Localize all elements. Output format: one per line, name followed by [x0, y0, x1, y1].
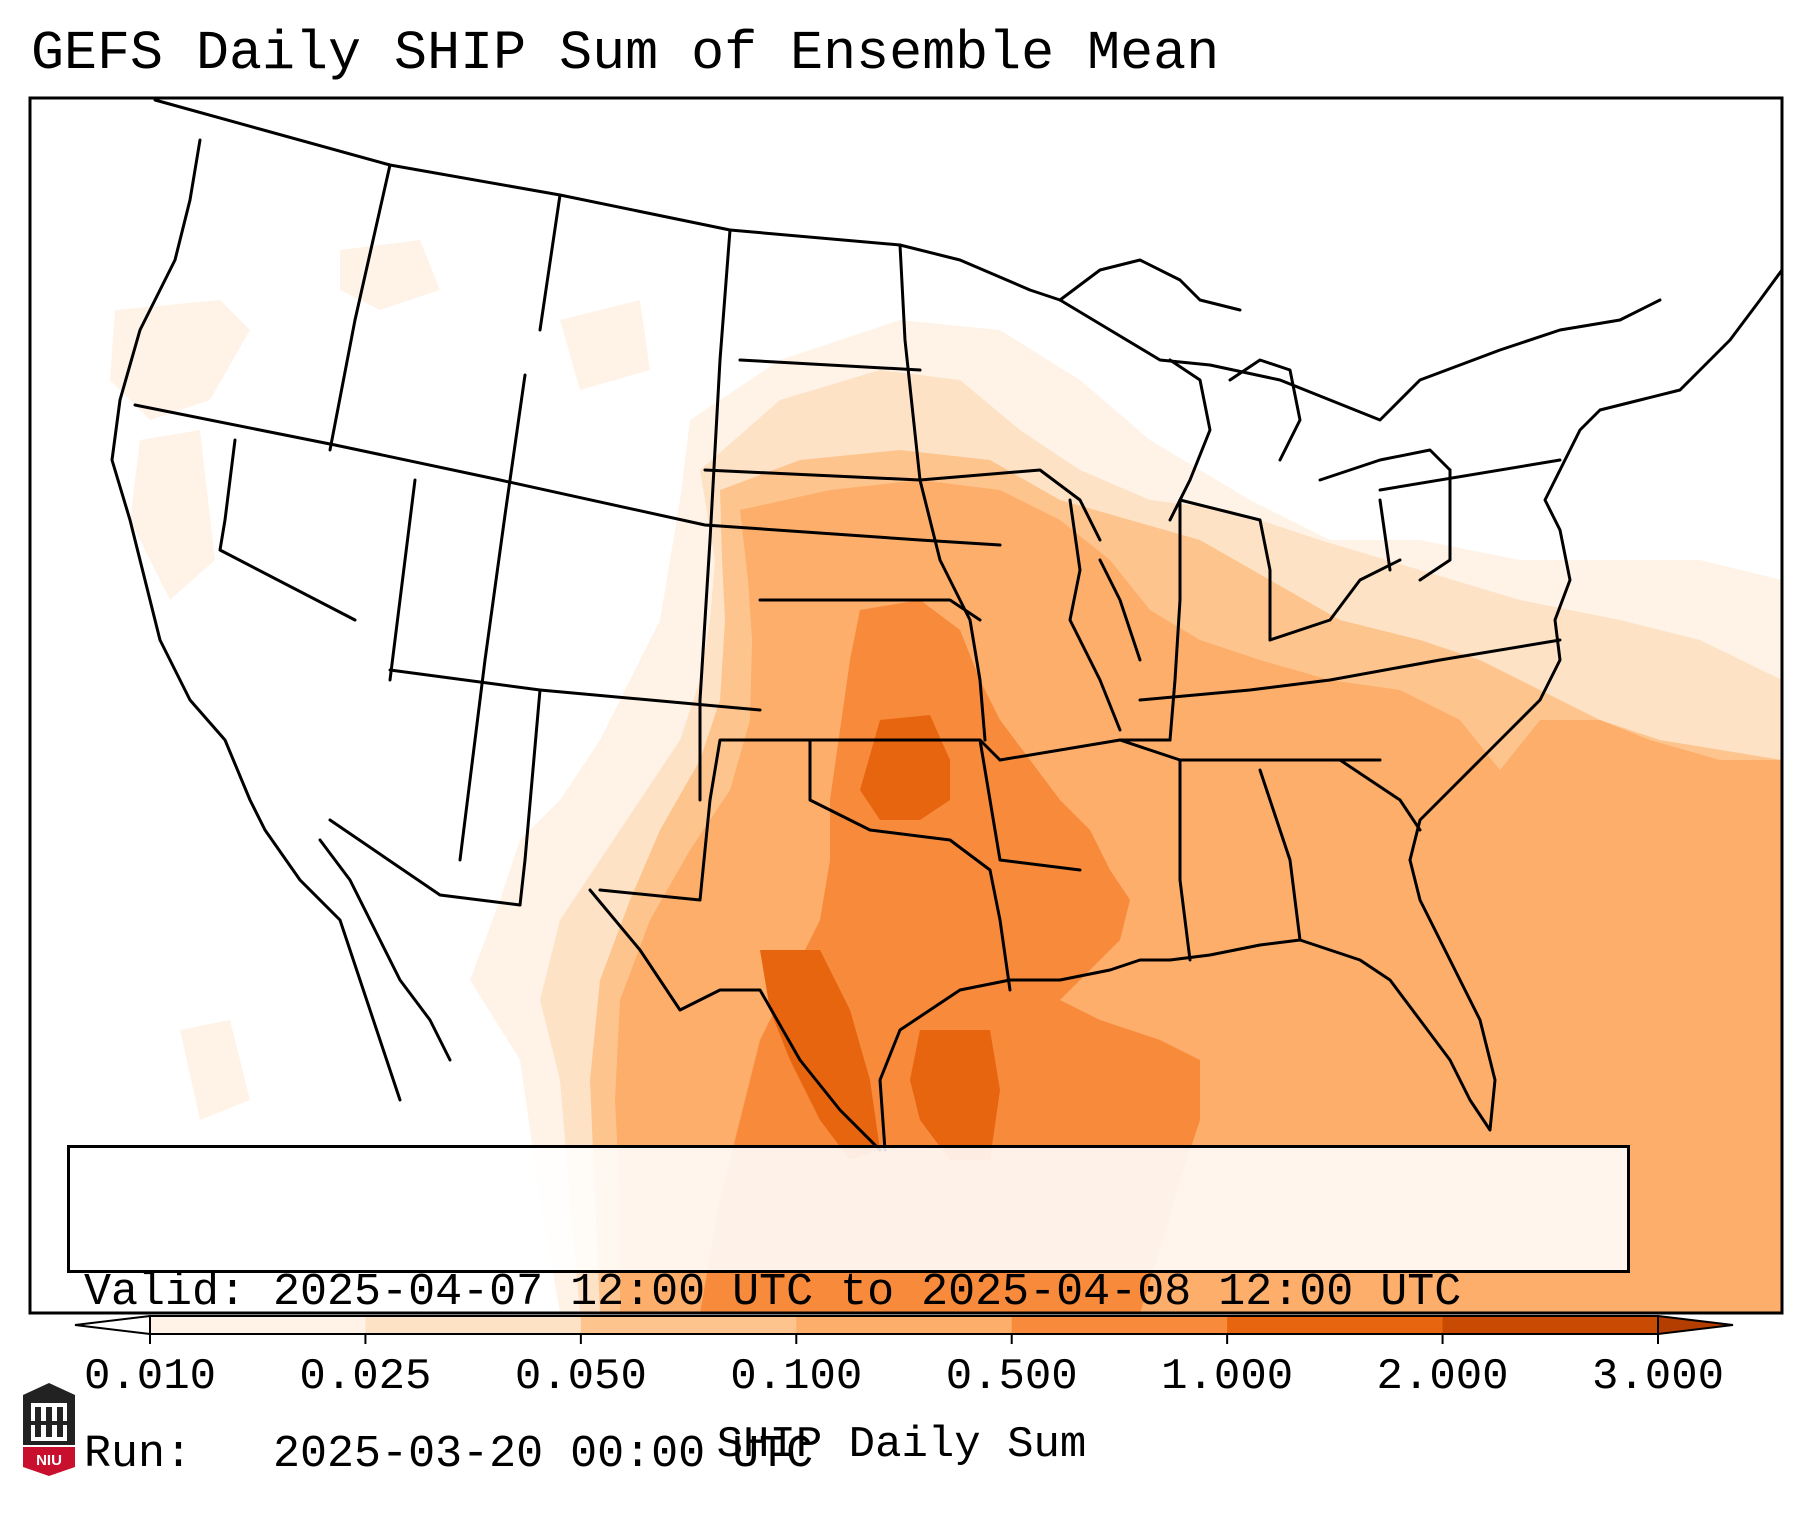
map-title: GEFS Daily SHIP Sum of Ensemble Mean: [31, 22, 1220, 85]
boundary-lines: [110, 98, 1782, 1152]
run-label: Run:: [84, 1429, 193, 1480]
colorbar-label: SHIP Daily Sum: [716, 1420, 1087, 1470]
colorbar-tick-label: 0.100: [730, 1352, 863, 1402]
map-frame: [28, 96, 1784, 1315]
colorbar-tick-label: 3.000: [1591, 1352, 1725, 1402]
colorbar-tick-label: 1.000: [1161, 1352, 1294, 1402]
colorbar-segment: [580, 1316, 797, 1334]
colorbar-tick-label: 0.010: [83, 1352, 217, 1402]
colorbar: [74, 1314, 1734, 1344]
colorbar-segment: [150, 1316, 366, 1334]
valid-label: Valid:: [84, 1267, 247, 1318]
colorbar-tick-label: 0.025: [299, 1352, 432, 1402]
colorbar-segment: [1227, 1316, 1444, 1334]
map-figure: [28, 96, 1784, 1344]
colorbar-segment: [796, 1316, 1013, 1334]
valid-run-box: Valid: 2025-04-07 12:00 UTC to 2025-04-0…: [67, 1145, 1630, 1480]
colorbar-tick-label: 0.050: [514, 1352, 647, 1402]
colorbar-segment: [1011, 1316, 1228, 1334]
ship-field: [30, 98, 1782, 1313]
colorbar-extend-high: [1657, 1314, 1734, 1336]
colorbar-segment: [1442, 1316, 1659, 1334]
colorbar-tick-label: 2.000: [1376, 1352, 1509, 1402]
run-line: Run: 2025-03-20 00:00 UTC: [84, 1428, 1627, 1482]
logo-text: NIU: [36, 1452, 62, 1469]
valid-value: 2025-04-07 12:00 UTC to 2025-04-08 12:00…: [273, 1267, 1462, 1318]
colorbar-segment: [365, 1316, 582, 1334]
valid-line: Valid: 2025-04-07 12:00 UTC to 2025-04-0…: [84, 1266, 1627, 1320]
colorbar-tick-label: 0.500: [945, 1352, 1078, 1402]
colorbar-frame: [149, 1315, 1659, 1335]
run-value: 2025-03-20 00:00 UTC: [273, 1429, 814, 1480]
niu-logo: NIU: [23, 1383, 75, 1476]
